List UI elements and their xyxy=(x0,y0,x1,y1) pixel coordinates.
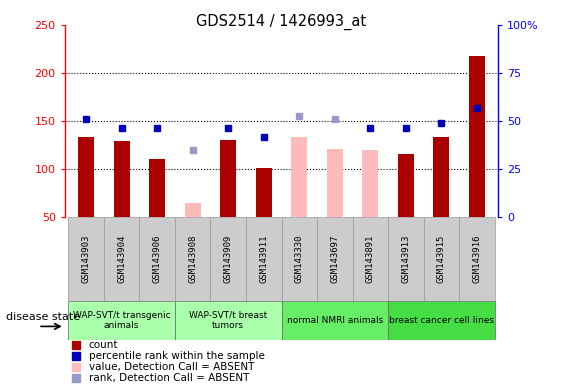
Text: GSM143903: GSM143903 xyxy=(82,235,91,283)
Bar xyxy=(388,217,423,301)
Bar xyxy=(282,217,317,301)
Text: GSM143916: GSM143916 xyxy=(472,235,481,283)
Bar xyxy=(149,159,165,217)
Bar xyxy=(398,154,414,217)
Text: breast cancer cell lines: breast cancer cell lines xyxy=(389,316,494,325)
Bar xyxy=(434,137,449,217)
Bar xyxy=(104,217,140,301)
Bar xyxy=(291,137,307,217)
Text: GSM143913: GSM143913 xyxy=(401,235,410,283)
Text: WAP-SVT/t transgenic
animals: WAP-SVT/t transgenic animals xyxy=(73,311,171,330)
Text: GSM143891: GSM143891 xyxy=(366,235,375,283)
Bar xyxy=(317,217,352,301)
Text: percentile rank within the sample: percentile rank within the sample xyxy=(88,351,265,361)
Bar xyxy=(114,141,129,217)
Bar xyxy=(388,301,495,340)
Text: WAP-SVT/t breast
tumors: WAP-SVT/t breast tumors xyxy=(189,311,267,330)
Bar xyxy=(68,301,175,340)
Bar xyxy=(175,217,211,301)
Text: GSM143915: GSM143915 xyxy=(437,235,446,283)
Bar xyxy=(185,203,200,217)
Text: GDS2514 / 1426993_at: GDS2514 / 1426993_at xyxy=(196,13,367,30)
Text: value, Detection Call = ABSENT: value, Detection Call = ABSENT xyxy=(88,362,254,372)
Bar xyxy=(175,301,282,340)
Text: normal NMRI animals: normal NMRI animals xyxy=(287,316,383,325)
Bar xyxy=(282,301,388,340)
Bar xyxy=(220,140,236,217)
Text: GSM143330: GSM143330 xyxy=(295,235,304,283)
Text: GSM143911: GSM143911 xyxy=(259,235,268,283)
Bar xyxy=(459,217,495,301)
Bar xyxy=(423,217,459,301)
Text: GSM143909: GSM143909 xyxy=(224,235,233,283)
Text: disease state: disease state xyxy=(6,312,80,322)
Text: rank, Detection Call = ABSENT: rank, Detection Call = ABSENT xyxy=(88,374,249,384)
Bar xyxy=(140,217,175,301)
Text: GSM143904: GSM143904 xyxy=(117,235,126,283)
Bar xyxy=(363,150,378,217)
Bar xyxy=(78,137,94,217)
Text: GSM143908: GSM143908 xyxy=(188,235,197,283)
Bar xyxy=(256,168,272,217)
Text: GSM143906: GSM143906 xyxy=(153,235,162,283)
Bar xyxy=(246,217,282,301)
Bar xyxy=(68,217,104,301)
Text: GSM143697: GSM143697 xyxy=(330,235,339,283)
Bar xyxy=(352,217,388,301)
Bar xyxy=(211,217,246,301)
Bar xyxy=(469,56,485,217)
Bar xyxy=(327,149,343,217)
Text: count: count xyxy=(88,340,118,350)
